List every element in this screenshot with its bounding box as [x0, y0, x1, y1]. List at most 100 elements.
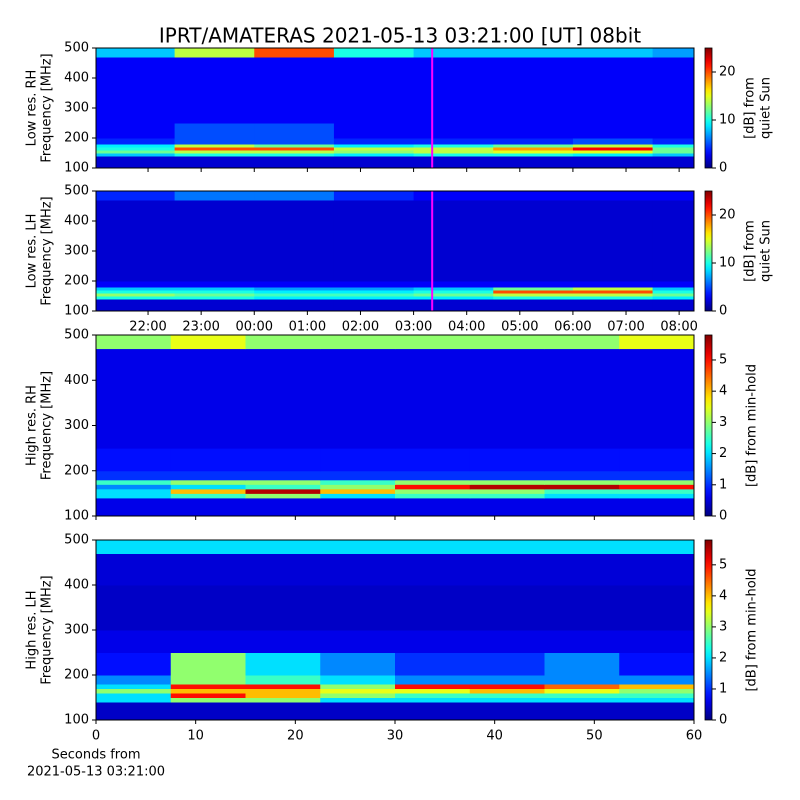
heatmap-cell [493, 57, 574, 79]
colorbar [704, 47, 713, 169]
heatmap-cell [320, 540, 396, 554]
heatmap-cell [320, 497, 396, 517]
heatmap-cell [174, 293, 255, 297]
heatmap-cell [245, 425, 321, 449]
heatmap-cell [320, 348, 396, 381]
colorbar-label: quiet Sun [759, 220, 774, 282]
heatmap-cell [652, 287, 695, 291]
heatmap-cell [254, 48, 335, 58]
heatmap-cell [395, 348, 471, 381]
heatmap-cell [170, 630, 246, 653]
heatmap-cell [333, 108, 415, 124]
heatmap-cell [96, 221, 176, 252]
heatmap-cell [572, 153, 654, 157]
heatmap-cell [493, 266, 574, 282]
heatmap-cell [544, 448, 620, 472]
colorbar-tick-label: 0 [719, 304, 727, 319]
heatmap-cell [245, 652, 321, 676]
heatmap-cell [333, 144, 415, 148]
heatmap-cell [572, 290, 654, 294]
heatmap-cell [333, 147, 415, 151]
colorbar-tick-label: 3 [719, 415, 727, 430]
colorbar [704, 539, 713, 721]
y-tick-label: 400 [64, 214, 89, 229]
heatmap-cell [469, 688, 545, 694]
heatmap-cell [652, 156, 695, 169]
heatmap-cell [469, 479, 545, 485]
colorbar-tick-label: 4 [719, 384, 727, 399]
heatmap-cell [245, 585, 321, 631]
x-tick-label: 05:00 [501, 320, 538, 335]
heatmap-cell [245, 553, 321, 586]
heatmap-cell [254, 147, 335, 151]
heatmap-cell [493, 290, 574, 294]
heatmap-cell [174, 251, 255, 267]
heatmap-cell [170, 540, 246, 554]
heatmap-cell [245, 540, 321, 554]
heatmap-cell [170, 425, 246, 449]
heatmap-cell [544, 540, 620, 554]
heatmap-cell [544, 675, 620, 685]
heatmap-cell [333, 156, 415, 169]
heatmap-cell [572, 48, 654, 58]
y-tick-label: 500 [64, 328, 89, 343]
heatmap-cell [254, 150, 335, 154]
heatmap-cell [652, 266, 695, 282]
x-tick-label: 22:00 [129, 320, 166, 335]
heatmap-cell [96, 48, 176, 58]
chart-title: IPRT/AMATERAS 2021-05-13 03:21:00 [UT] 0… [159, 24, 641, 48]
heatmap-cell [245, 380, 321, 426]
heatmap-cell [254, 153, 335, 157]
heatmap-cell [493, 108, 574, 124]
heatmap-cell [619, 425, 695, 449]
heatmap-cell [254, 123, 335, 139]
heatmap-cell [395, 652, 471, 676]
x-tick-label: 02:00 [342, 320, 379, 335]
heatmap-cell [254, 290, 335, 294]
heatmap-cell [320, 484, 396, 490]
heatmap-cell [96, 697, 172, 703]
y-tick-label: 500 [64, 533, 89, 548]
heatmap-cell [493, 293, 574, 297]
heatmap-cell [96, 684, 172, 689]
heatmap-cell [544, 652, 620, 676]
heatmap-cell [333, 293, 415, 297]
x-axis-label: Seconds from [51, 748, 140, 763]
colorbar [704, 334, 713, 517]
x-tick-label: 50 [586, 729, 603, 744]
colorbar-label: [dB] from [743, 77, 758, 139]
heatmap-cell [395, 335, 471, 350]
heatmap-cell [395, 540, 471, 554]
heatmap-cell [413, 251, 494, 267]
heatmap-cell [333, 221, 415, 252]
heatmap-cell [544, 697, 620, 703]
heatmap-cell [333, 57, 415, 79]
heatmap-cell [572, 156, 654, 169]
heatmap-cell [96, 78, 176, 109]
colorbar-label: [dB] from min-hold [745, 364, 760, 487]
heatmap-cell [96, 153, 176, 157]
heatmap-cell [652, 108, 695, 124]
heatmap-cell [96, 470, 172, 481]
y-axis-label: Frequency [MHz] [40, 575, 55, 684]
heatmap-cell [96, 348, 172, 381]
heatmap-cell [170, 470, 246, 481]
heatmap-cell [395, 684, 471, 689]
heatmap-cell [170, 335, 246, 350]
heatmap-cell [320, 470, 396, 481]
heatmap-cell [413, 221, 494, 252]
heatmap-cell [493, 150, 574, 154]
heatmap-cell [469, 493, 545, 499]
heatmap-cell [174, 147, 255, 151]
heatmap-cell [96, 493, 172, 499]
y-tick-label: 500 [64, 41, 89, 56]
heatmap-cell [395, 630, 471, 653]
heatmap-cell [619, 488, 695, 494]
heatmap-cell [544, 630, 620, 653]
heatmap-cell [333, 296, 415, 300]
heatmap-cell [493, 200, 574, 222]
heatmap-cell [652, 57, 695, 79]
heatmap-cell [333, 290, 415, 294]
y-tick-label: 400 [64, 578, 89, 593]
